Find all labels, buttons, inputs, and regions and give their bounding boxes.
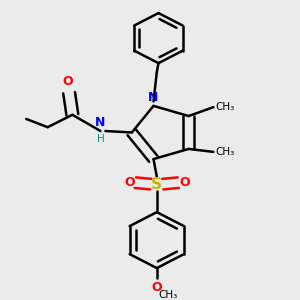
- Text: O: O: [62, 75, 73, 88]
- Text: N: N: [95, 116, 106, 129]
- Text: O: O: [152, 281, 162, 294]
- Text: O: O: [124, 176, 135, 189]
- Text: H: H: [97, 134, 104, 144]
- Text: CH₃: CH₃: [215, 102, 234, 112]
- Text: N: N: [148, 91, 159, 103]
- Text: S: S: [151, 177, 162, 192]
- Text: CH₃: CH₃: [215, 147, 234, 157]
- Text: CH₃: CH₃: [158, 290, 178, 300]
- Text: O: O: [179, 176, 190, 189]
